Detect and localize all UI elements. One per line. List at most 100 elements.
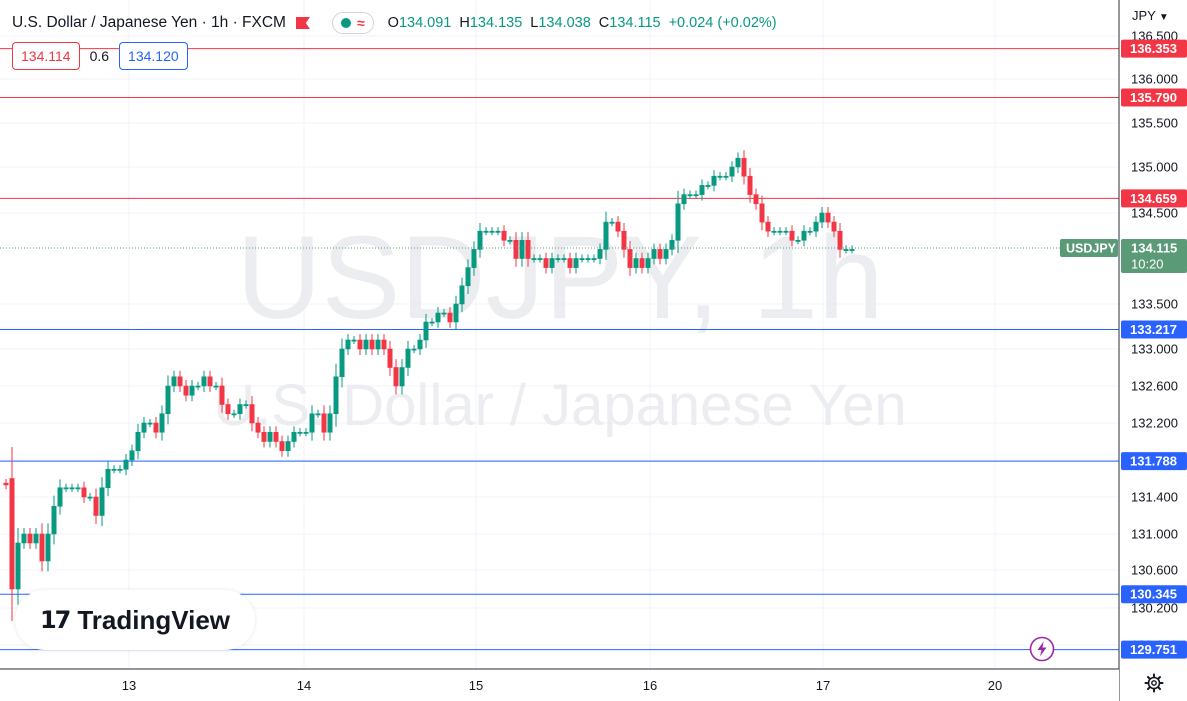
resistance-price-label-0: 136.353 — [1121, 39, 1187, 58]
candle-40 — [243, 400, 249, 409]
candle-22 — [135, 423, 141, 460]
price-axis[interactable]: 136.500136.000135.500135.000134.500133.5… — [1118, 0, 1187, 701]
high-label: H — [459, 15, 470, 31]
candle-75 — [453, 295, 459, 331]
resistance-price-label-2: 134.659 — [1121, 189, 1187, 208]
svg-text:130.345: 130.345 — [1130, 587, 1177, 602]
watermark-name: U.S. Dollar / Japanese Yen — [213, 373, 906, 438]
ohlc-low: L134.038 — [530, 15, 591, 31]
settings-gear-icon[interactable] — [1144, 673, 1164, 693]
candle-41 — [249, 396, 255, 432]
candle-126 — [759, 195, 765, 231]
candle-87 — [525, 232, 531, 267]
time-tick-label-1: 14 — [297, 678, 311, 693]
candle-83 — [501, 225, 507, 247]
symbol-title[interactable]: U.S. Dollar / Japanese Yen · 1h · FXCM — [12, 14, 286, 31]
candle-92 — [555, 254, 561, 263]
price-tick-label-4: 134.500 — [1131, 206, 1178, 221]
candle-120 — [723, 172, 729, 181]
candle-107 — [645, 252, 651, 274]
svg-text:135.790: 135.790 — [1130, 90, 1177, 105]
candle-74 — [447, 307, 453, 328]
time-axis[interactable]: 13 14 15 16 17 20 — [0, 668, 1119, 701]
candle-64 — [387, 340, 393, 376]
candle-95 — [573, 252, 579, 274]
candle-30 — [183, 379, 189, 402]
candle-123 — [741, 150, 747, 185]
candle-51 — [309, 405, 315, 441]
candle-110 — [663, 243, 669, 265]
tradingview-mark-icon: 17 — [39, 606, 71, 634]
candle-132 — [795, 236, 801, 245]
candle-91 — [549, 252, 555, 274]
candle-62 — [375, 334, 381, 356]
candle-105 — [633, 252, 639, 274]
flag-icon[interactable] — [295, 17, 310, 29]
sell-price-button[interactable]: 134.114 — [12, 42, 80, 70]
candle-56 — [339, 338, 345, 388]
chart-watermark: USDJPY, 1h U.S. Dollar / Japanese Yen — [213, 212, 906, 438]
candle-128 — [771, 227, 777, 236]
candle-112 — [675, 190, 681, 254]
candle-121 — [729, 161, 735, 183]
candle-16 — [99, 477, 105, 527]
price-tick-label-13: 130.200 — [1131, 601, 1178, 616]
open-label: O — [387, 15, 399, 31]
candle-101 — [609, 218, 615, 227]
candle-137 — [825, 207, 831, 229]
market-status-pill[interactable]: ≈ — [331, 12, 374, 34]
candle-129 — [777, 227, 783, 236]
candle-131 — [789, 225, 795, 247]
candle-106 — [639, 252, 645, 274]
candle-3 — [21, 527, 27, 549]
candle-2 — [15, 527, 21, 605]
open-value: 134.091 — [398, 15, 452, 31]
candle-11 — [69, 483, 75, 492]
candle-50 — [303, 428, 309, 437]
candle-117 — [705, 181, 711, 190]
ohlc-high: H134.135 — [459, 15, 522, 31]
spread-value: 0.6 — [89, 48, 110, 64]
candle-67 — [405, 340, 411, 376]
candle-111 — [669, 234, 675, 256]
candle-72 — [435, 307, 441, 328]
close-label: C — [598, 15, 610, 31]
price-tick-label-12: 130.600 — [1131, 563, 1178, 578]
time-tick-label-0: 13 — [122, 678, 136, 693]
time-axis-background — [0, 669, 1119, 701]
support-price-label-6: 129.751 — [1121, 640, 1187, 659]
candle-133 — [801, 225, 807, 247]
candle-139 — [837, 223, 843, 258]
candle-44 — [267, 426, 273, 448]
price-tick-label-11: 131.000 — [1131, 527, 1178, 542]
candle-60 — [363, 334, 369, 356]
candle-114 — [687, 190, 693, 199]
tradingview-logo[interactable]: 17 TradingView — [15, 590, 255, 650]
candle-28 — [171, 370, 177, 393]
price-tick-label-5: 133.500 — [1131, 297, 1178, 312]
candle-31 — [189, 379, 195, 402]
currency-selector[interactable]: JPY ▼ — [1132, 8, 1169, 23]
price-tick-label-1: 136.000 — [1131, 72, 1178, 87]
candle-71 — [429, 317, 435, 327]
candle-37 — [225, 398, 231, 420]
candle-4 — [27, 527, 33, 549]
candle-76 — [459, 277, 465, 313]
lightning-icon[interactable] — [1029, 636, 1055, 662]
candle-68 — [411, 344, 417, 354]
buy-price-button[interactable]: 134.120 — [119, 42, 188, 70]
candle-52 — [315, 409, 321, 418]
candle-24 — [147, 418, 153, 428]
candle-94 — [567, 252, 573, 274]
candle-69 — [417, 334, 423, 356]
tradingview-wordmark: TradingView — [77, 604, 231, 635]
candle-65 — [393, 359, 399, 395]
candle-55 — [333, 363, 339, 427]
candle-29 — [177, 370, 183, 393]
chevron-down-icon: ▼ — [1158, 12, 1169, 23]
candle-49 — [297, 428, 303, 437]
ohlc-close: C134.115 — [599, 15, 661, 31]
candle-78 — [471, 241, 477, 276]
